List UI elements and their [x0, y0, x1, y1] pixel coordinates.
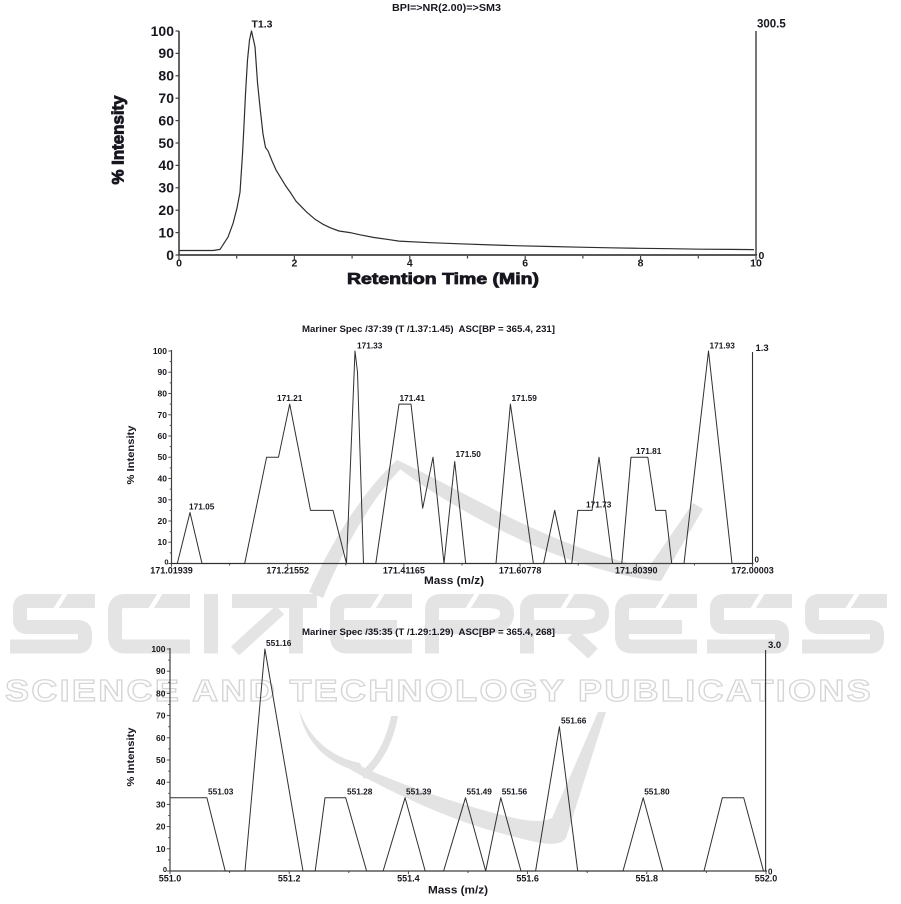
svg-text:171.93: 171.93 [710, 341, 736, 351]
svg-text:40: 40 [156, 777, 166, 787]
svg-text:2: 2 [291, 258, 297, 270]
svg-text:% Intensity: % Intensity [126, 727, 137, 786]
svg-text:171.01939: 171.01939 [150, 566, 193, 576]
svg-text:Retention Time (Min): Retention Time (Min) [347, 271, 539, 288]
svg-text:551.39: 551.39 [406, 787, 432, 797]
svg-text:60: 60 [158, 431, 168, 441]
svg-text:172.00003: 172.00003 [731, 566, 774, 576]
svg-text:171.60778: 171.60778 [499, 566, 542, 576]
svg-text:171.33: 171.33 [357, 341, 383, 351]
svg-text:0: 0 [163, 865, 167, 874]
svg-text:171.59: 171.59 [512, 393, 538, 403]
svg-text:171.21552: 171.21552 [266, 566, 309, 576]
svg-text:0: 0 [176, 258, 182, 270]
svg-text:Mass (m/z): Mass (m/z) [428, 885, 488, 897]
svg-text:0: 0 [755, 556, 760, 565]
svg-text:20: 20 [158, 202, 174, 218]
svg-text:% Intensity: % Intensity [109, 95, 128, 185]
svg-text:171.73: 171.73 [586, 499, 612, 509]
svg-text:0: 0 [759, 250, 765, 262]
svg-text:Mass (m/z): Mass (m/z) [424, 575, 484, 587]
svg-text:BPI=>NR(2.00)=>SM3: BPI=>NR(2.00)=>SM3 [392, 3, 501, 14]
svg-text:20: 20 [158, 516, 168, 526]
svg-text:551.8: 551.8 [636, 874, 659, 884]
svg-text:552.0: 552.0 [755, 874, 778, 884]
svg-text:40: 40 [158, 474, 168, 484]
svg-text:90: 90 [158, 367, 168, 377]
svg-text:0: 0 [768, 868, 773, 877]
svg-text:70: 70 [158, 410, 168, 420]
svg-text:SCIENCE AND TECHNOLOGY PUBLICA: SCIENCE AND TECHNOLOGY PUBLICATIONS [5, 673, 873, 708]
svg-text:100: 100 [153, 346, 167, 356]
svg-text:60: 60 [156, 733, 166, 743]
svg-text:30: 30 [158, 180, 174, 196]
svg-text:80: 80 [156, 688, 166, 698]
svg-text:Mariner Spec /37:39 (T /1.37:1: Mariner Spec /37:39 (T /1.37:1.45) ASC[B… [302, 324, 555, 334]
svg-text:551.49: 551.49 [467, 787, 493, 797]
svg-text:8: 8 [638, 258, 644, 270]
svg-text:551.28: 551.28 [347, 787, 373, 797]
svg-text:70: 70 [158, 90, 174, 106]
svg-text:30: 30 [156, 799, 166, 809]
svg-text:% Intensity: % Intensity [126, 425, 137, 484]
svg-text:551.0: 551.0 [159, 874, 182, 884]
svg-text:40: 40 [158, 157, 174, 173]
svg-text:70: 70 [156, 711, 166, 721]
svg-text:551.6: 551.6 [516, 874, 539, 884]
svg-text:100: 100 [151, 644, 165, 654]
svg-text:10: 10 [750, 258, 762, 270]
svg-text:10: 10 [156, 844, 166, 854]
svg-text:6: 6 [522, 258, 528, 270]
svg-text:Mariner Spec /35:35 (T /1.29:1: Mariner Spec /35:35 (T /1.29:1.29) ASC[B… [302, 627, 555, 637]
svg-text:551.80: 551.80 [644, 787, 670, 797]
svg-text:171.41165: 171.41165 [383, 566, 425, 576]
svg-text:50: 50 [158, 135, 174, 151]
svg-text:551.4: 551.4 [397, 874, 420, 884]
svg-text:551.2: 551.2 [278, 874, 301, 884]
svg-text:50: 50 [156, 755, 166, 765]
svg-text:3.0: 3.0 [768, 640, 781, 651]
svg-text:171.50: 171.50 [456, 449, 482, 459]
svg-text:171.81: 171.81 [636, 446, 662, 456]
svg-text:1.3: 1.3 [756, 343, 769, 354]
svg-text:20: 20 [156, 822, 166, 832]
svg-text:90: 90 [156, 666, 166, 676]
svg-text:50: 50 [158, 452, 168, 462]
svg-text:80: 80 [158, 389, 168, 399]
svg-text:60: 60 [158, 112, 174, 128]
svg-text:10: 10 [158, 224, 174, 240]
svg-text:551.56: 551.56 [502, 787, 528, 797]
svg-text:T1.3: T1.3 [252, 19, 273, 31]
svg-text:171.41: 171.41 [400, 393, 426, 403]
svg-text:551.16: 551.16 [266, 638, 292, 648]
svg-text:171.21: 171.21 [277, 393, 303, 403]
svg-text:0: 0 [164, 558, 168, 567]
svg-text:551.66: 551.66 [561, 716, 587, 726]
svg-text:30: 30 [158, 495, 168, 505]
svg-text:551.03: 551.03 [208, 787, 234, 797]
svg-text:10: 10 [158, 537, 168, 547]
svg-text:171.05: 171.05 [189, 502, 215, 512]
svg-text:300.5: 300.5 [757, 19, 786, 31]
svg-text:4: 4 [407, 258, 413, 270]
svg-text:100: 100 [151, 23, 175, 39]
svg-text:90: 90 [158, 45, 174, 61]
svg-text:80: 80 [158, 68, 174, 84]
svg-text:171.80390: 171.80390 [615, 566, 658, 576]
svg-text:0: 0 [166, 247, 174, 263]
